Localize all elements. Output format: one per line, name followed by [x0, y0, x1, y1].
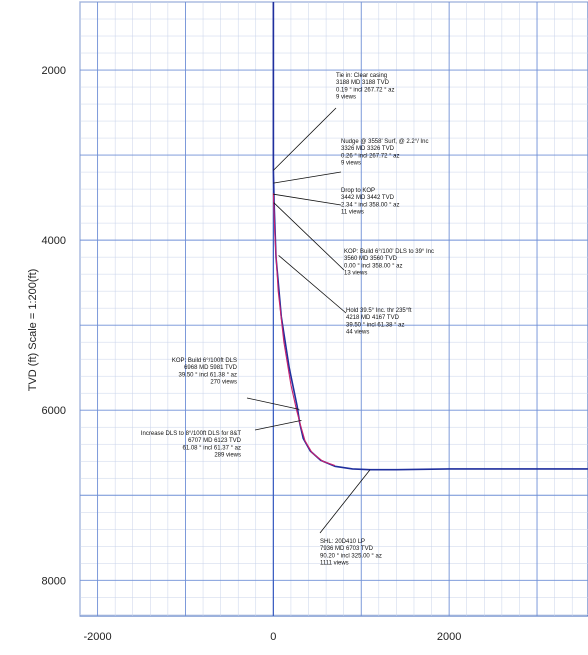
annotation-text: 9 views — [341, 161, 361, 167]
annotation-text: 3326 MD 3326 TVD — [341, 146, 395, 152]
annotation-text: 13 views — [344, 271, 367, 277]
annotation-leader — [278, 255, 347, 314]
annotation-leader — [273, 107, 337, 171]
annotation-text: Nudge @ 3558' Surf, @ 2.2°/ Inc — [341, 139, 428, 145]
annotation-text: 0.26 ° incl 267.72 ° az — [341, 153, 400, 159]
annotation-leader — [319, 469, 371, 534]
annotation-text: 1111 views — [320, 561, 349, 567]
annotation-text: 2.34 ° incl 358.00 ° az — [341, 202, 400, 208]
annotation-leader — [273, 193, 342, 206]
grid-minor — [79, 1, 588, 616]
y-axis-label: TVD (ft) Scale = 1:200(ft) — [27, 269, 39, 392]
annotation-text: 3188 MD 3188 TVD — [336, 80, 390, 86]
annotation-text: 4218 MD 4167 TVD — [346, 315, 400, 321]
annotation: Increase DLS to 8°/100ft DLS for 8&T6707… — [141, 420, 302, 459]
x-tick-label: 0 — [270, 631, 276, 643]
annotation-text: KOP: Build 6°/100' DLS to 39° Inc — [344, 249, 434, 255]
annotation-text: 3442 MD 3442 TVD — [341, 195, 395, 201]
x-tick-labels: -2000 0 2000 — [84, 631, 462, 643]
y-tick-label: 6000 — [42, 405, 66, 417]
annotation-text: Tie in: Clear casing — [336, 73, 387, 79]
annotation-text: 6968 MD 5981 TVD — [184, 365, 238, 371]
plot-frame — [79, 1, 588, 617]
series-layer — [272, 2, 588, 471]
annotation-text: 0.19 ° incl 267.72 ° az — [336, 87, 395, 93]
annotation-text: Drop to KOP — [341, 188, 375, 194]
annotation-text: 270 views — [210, 380, 237, 386]
annotation-leader — [273, 202, 345, 271]
annotation-text: Hold 39.5° Inc. thr 235°ft — [346, 308, 412, 314]
grid-major — [80, 2, 588, 616]
annotation-text: 61.08 ° incl 61.37 ° az — [182, 445, 241, 451]
annotation-text: 44 views — [346, 330, 369, 336]
annotation-text: 289 views — [214, 453, 241, 459]
annotation-text: 90.20 ° incl 325.00 ° az — [320, 553, 382, 559]
annotation-text: 6707 MD 6123 TVD — [188, 438, 242, 444]
annotation-text: 7936 MD 6703 TVD — [320, 546, 374, 552]
annotation-text: SHL: 20D410 LP — [320, 539, 365, 545]
series-line-2 — [272, 193, 336, 467]
annotation-text: KOP: Build 6°/100ft DLS — [172, 358, 237, 364]
x-tick-label: 2000 — [437, 631, 461, 643]
annotation-text: 11 views — [341, 210, 364, 216]
x-tick-label: -2000 — [84, 631, 112, 643]
annotation-text: Increase DLS to 8°/100ft DLS for 8&T — [141, 431, 241, 437]
annotation-text: 0.00 ° incl 358.00 ° az — [344, 263, 403, 269]
annotation-text: 3560 MD 3560 TVD — [344, 256, 398, 262]
annotation-text: 39.50 ° incl 61.38 ° az — [346, 322, 405, 328]
annotation-leader — [246, 397, 300, 410]
y-tick-label: 2000 — [42, 65, 66, 77]
annotation-leader — [273, 171, 342, 184]
y-tick-label: 4000 — [42, 235, 66, 247]
y-tick-labels: 2000 4000 6000 8000 — [42, 65, 66, 587]
annotation-text: 9 views — [336, 95, 356, 101]
annotation-text: 39.50 ° incl 61.38 ° az — [178, 372, 237, 378]
y-tick-label: 8000 — [42, 575, 66, 587]
annotation-leader — [254, 420, 302, 431]
